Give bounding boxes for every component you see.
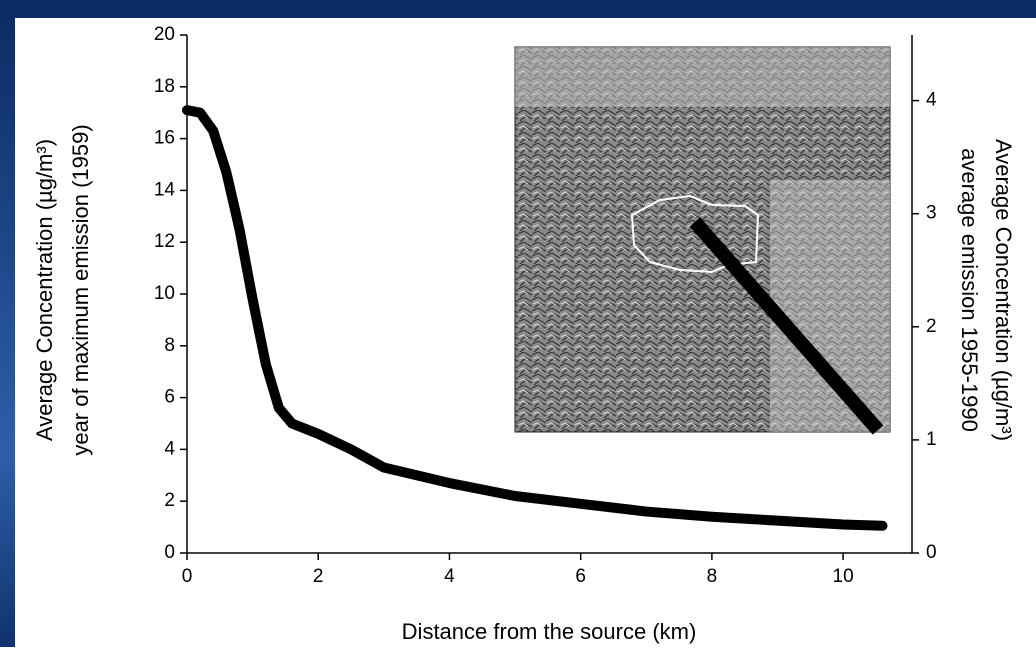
chart: Distance from the source (km) Average Co… bbox=[0, 0, 1036, 647]
y-tick-label: 6 bbox=[164, 387, 175, 408]
inset-map bbox=[515, 47, 890, 432]
x-axis-title: Distance from the source (km) bbox=[402, 619, 697, 644]
y-tick-label: 2 bbox=[164, 490, 175, 511]
map-urban bbox=[770, 180, 890, 432]
y-tick-label: 18 bbox=[154, 76, 175, 97]
y2-tick-label: 2 bbox=[926, 316, 937, 337]
x-tick-label: 4 bbox=[444, 566, 455, 587]
y2-axis-title: Average Concentration (µg/m³) bbox=[991, 139, 1016, 441]
y-tick-label: 20 bbox=[154, 24, 175, 45]
y2-tick-label: 4 bbox=[926, 90, 937, 111]
x-tick-label: 10 bbox=[833, 566, 854, 587]
x-tick-label: 0 bbox=[182, 566, 193, 587]
x-tick-label: 6 bbox=[575, 566, 586, 587]
y-tick-label: 0 bbox=[164, 542, 175, 563]
y-tick-label: 12 bbox=[154, 231, 175, 252]
x-tick-label: 8 bbox=[707, 566, 718, 587]
y2-axis-title: average emission 1955-1990 bbox=[957, 148, 982, 432]
y-tick-label: 10 bbox=[154, 283, 175, 304]
y2-tick-label: 0 bbox=[926, 542, 937, 563]
y2-tick-label: 1 bbox=[926, 429, 937, 450]
y-axis-title: Average Concentration (µg/m³) bbox=[32, 139, 57, 441]
y-tick-label: 8 bbox=[164, 335, 175, 356]
y-tick-label: 16 bbox=[154, 128, 175, 149]
y-axis-title: year of maximum emission (1959) bbox=[68, 124, 93, 455]
y-tick-label: 4 bbox=[164, 438, 175, 459]
y2-tick-label: 3 bbox=[926, 203, 937, 224]
page: Distance from the source (km) Average Co… bbox=[0, 0, 1036, 647]
y-tick-label: 14 bbox=[154, 179, 176, 200]
x-tick-label: 2 bbox=[313, 566, 324, 587]
map-urban bbox=[515, 47, 890, 107]
